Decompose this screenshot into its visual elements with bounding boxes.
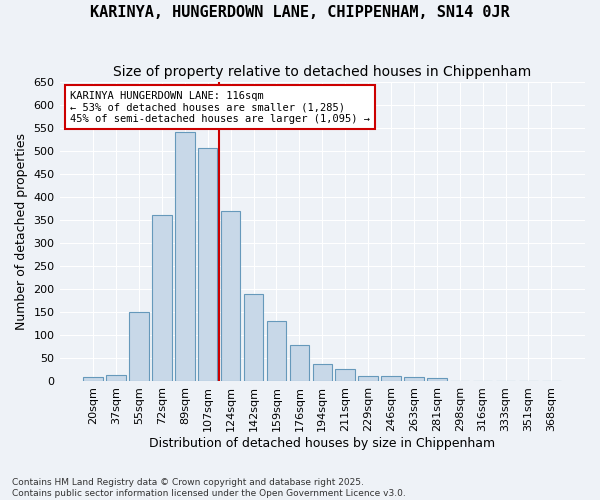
Bar — [198, 148, 217, 382]
Bar — [129, 312, 149, 382]
Bar — [221, 210, 241, 382]
Bar — [358, 376, 378, 382]
Bar — [404, 377, 424, 382]
Text: KARINYA, HUNGERDOWN LANE, CHIPPENHAM, SN14 0JR: KARINYA, HUNGERDOWN LANE, CHIPPENHAM, SN… — [90, 5, 510, 20]
Text: Contains HM Land Registry data © Crown copyright and database right 2025.
Contai: Contains HM Land Registry data © Crown c… — [12, 478, 406, 498]
Text: KARINYA HUNGERDOWN LANE: 116sqm
← 53% of detached houses are smaller (1,285)
45%: KARINYA HUNGERDOWN LANE: 116sqm ← 53% of… — [70, 90, 370, 124]
Bar — [381, 376, 401, 382]
Bar — [290, 344, 309, 382]
Title: Size of property relative to detached houses in Chippenham: Size of property relative to detached ho… — [113, 65, 532, 79]
Bar — [175, 132, 194, 382]
Y-axis label: Number of detached properties: Number of detached properties — [15, 133, 28, 330]
Bar — [152, 216, 172, 382]
Bar — [335, 369, 355, 382]
X-axis label: Distribution of detached houses by size in Chippenham: Distribution of detached houses by size … — [149, 437, 496, 450]
Bar — [83, 377, 103, 382]
Bar — [313, 364, 332, 382]
Bar — [267, 322, 286, 382]
Bar — [427, 378, 446, 382]
Bar — [106, 374, 126, 382]
Bar — [244, 294, 263, 382]
